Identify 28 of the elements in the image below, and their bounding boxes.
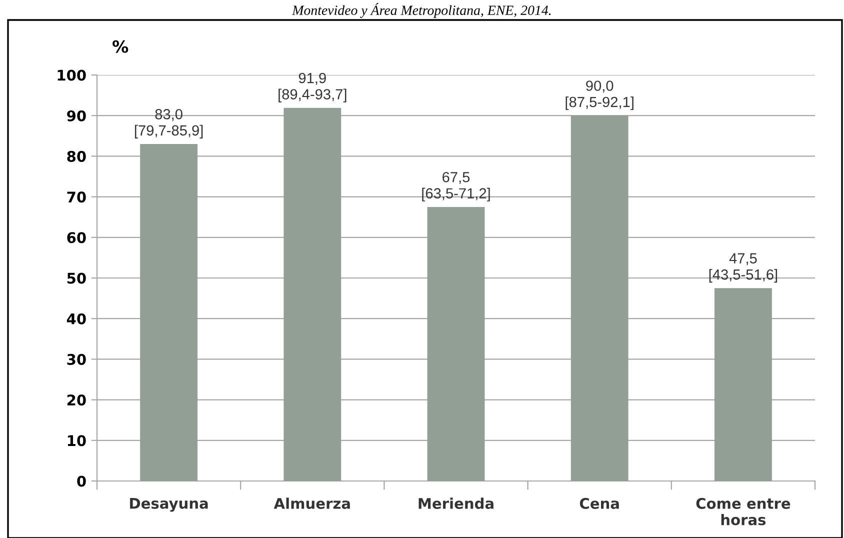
data-label: 90,0 [87,5-92,1] [566, 80, 634, 110]
chart-title: Montevideo y Área Metropolitana, ENE, 2014. [292, 3, 551, 18]
y-tick-label: 60 [67, 232, 86, 244]
y-tick-label: 10 [68, 435, 86, 446]
y-tick-label: 40 [66, 313, 86, 324]
bar [284, 108, 342, 481]
x-tick-label: Almuerza [274, 498, 350, 509]
bar [714, 288, 772, 481]
data-label: 67,5 [63,5-71,2] [422, 172, 490, 202]
y-axis-title: % [112, 40, 128, 53]
data-label: 83,0 [79,7-85,9] [134, 109, 203, 138]
x-tick-label: Cena [580, 498, 619, 509]
x-tick-label: Merienda [418, 498, 494, 509]
y-tick-label: 30 [67, 354, 86, 365]
bar [570, 116, 628, 481]
y-tick-label: 90 [67, 110, 86, 122]
y-tick-label: 80 [67, 150, 86, 162]
data-label: 91,9 [89,4-93,7] [278, 72, 346, 102]
y-tick-label: 70 [67, 192, 86, 203]
y-tick-label: 20 [67, 394, 86, 406]
y-tick-label: 0 [77, 476, 86, 487]
data-label: 47,5 [43,5-51,6] [709, 253, 778, 283]
bar [140, 144, 198, 481]
bar [427, 206, 485, 481]
y-tick-label: 50 [67, 272, 86, 284]
y-tick-label: 100 [58, 70, 86, 81]
x-tick-label: Come entre horas [696, 498, 790, 526]
x-tick-label: Desayuna [130, 498, 208, 512]
